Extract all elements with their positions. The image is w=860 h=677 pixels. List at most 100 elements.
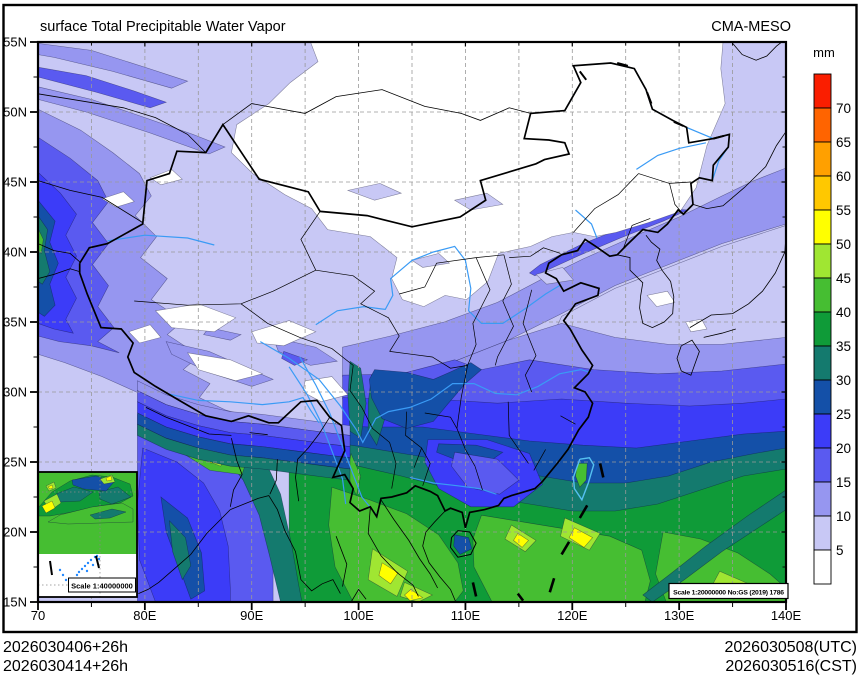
- tpw-contour-region: [101, 191, 135, 208]
- colorbar-swatch: [813, 345, 832, 381]
- coastline: [676, 339, 700, 376]
- border-river-dash: [616, 62, 629, 67]
- lat-tick-label: 40N: [3, 245, 27, 260]
- tpw-contour-region: [535, 267, 574, 285]
- inset-island-dot: [85, 569, 89, 573]
- coastline: [731, 42, 782, 61]
- tpw-contour-region: [513, 533, 529, 548]
- province-border: [405, 411, 423, 468]
- country-border: [38, 268, 80, 279]
- china-border: [78, 62, 731, 529]
- nine-dash-segment: [548, 577, 556, 593]
- country-border: [222, 89, 531, 125]
- country-border: [38, 243, 80, 263]
- border-river-dash: [646, 92, 653, 104]
- nine-dash-segment: [578, 504, 589, 519]
- inset-contour-region: [47, 484, 54, 490]
- geo-features: [38, 42, 786, 602]
- colorbar-swatch: [813, 515, 832, 551]
- colorbar-swatch: [813, 73, 832, 109]
- province-border: [509, 247, 561, 258]
- province-border: [300, 211, 321, 271]
- river: [299, 356, 378, 516]
- nine-dash-segment: [516, 592, 525, 602]
- province-border: [474, 466, 483, 491]
- main-scale-label: Scale 1:20000000 No:GS (2019) 1786: [673, 590, 784, 597]
- tpw-contour-region: [149, 169, 183, 186]
- plot-title: surface Total Precipitable Water Vapor: [40, 19, 286, 35]
- colorbar: 70 65 60 55 50 45 40 35 30 25 20 15 10 5: [813, 73, 851, 585]
- inset-contour-region: [47, 502, 134, 525]
- colorbar-swatch: [813, 311, 832, 347]
- tpw-contour-region: [451, 451, 520, 495]
- coastline: [138, 509, 231, 594]
- tpw-contour-region: [231, 42, 726, 307]
- colorbar-tick-label: 70: [836, 101, 851, 116]
- nine-dash-segment: [598, 463, 605, 478]
- province-border: [389, 351, 468, 369]
- colorbar-swatch: [813, 413, 832, 449]
- inset-map-south-china-sea: [37, 471, 138, 598]
- province-border: [623, 218, 651, 248]
- inset-island-dot: [89, 558, 93, 562]
- colorbar-swatch: [813, 277, 832, 313]
- lat-tick-label: 20N: [3, 525, 27, 540]
- colorbar-tick-label: 50: [836, 237, 851, 252]
- border-river-dash: [713, 134, 725, 140]
- tpw-contour-region: [568, 527, 594, 548]
- province-border: [494, 254, 514, 366]
- lat-tick-label: 25N: [3, 455, 27, 470]
- lat-tick-label: 35N: [3, 315, 27, 330]
- coastline: [230, 495, 341, 594]
- lat-tick-label: 30N: [3, 385, 27, 400]
- colorbar-swatch: [813, 379, 832, 415]
- valid-time-utc: 2026030508(UTC): [724, 639, 857, 656]
- colorbar-swatch: [813, 107, 832, 143]
- coastline: [617, 234, 675, 329]
- border-river-dash: [579, 70, 587, 81]
- tpw-contour-region: [169, 520, 192, 581]
- tpw-contour-region: [453, 534, 473, 555]
- valid-time-cst: 2026030516(CST): [725, 658, 857, 675]
- inset-island-dot: [61, 573, 65, 577]
- tpw-contour-region: [369, 362, 482, 429]
- river: [166, 392, 320, 424]
- colorbar-tick-label: 20: [836, 441, 851, 456]
- inset-island-dot: [80, 567, 84, 571]
- tpw-contour-region: [575, 463, 588, 488]
- country-border: [249, 432, 268, 436]
- inset-contour-region: [105, 475, 113, 482]
- river: [259, 341, 591, 444]
- lon-tick-label: 80E: [133, 608, 156, 623]
- colorbar-swatch: [813, 141, 832, 177]
- lon-tick-label: 90E: [240, 608, 263, 623]
- colorbar-tick-label: 15: [836, 475, 851, 490]
- province-border: [399, 254, 504, 295]
- init-time-cst: 2026030414+26h: [3, 658, 128, 675]
- axis-ticks-labels: 70 80E 90E 100E 110E 120E 130E 140E 55N 50N 45N 40N…: [3, 35, 801, 624]
- inset-island-dot: [75, 573, 79, 577]
- tpw-contour-region: [346, 183, 403, 201]
- tpw-contour-region: [411, 253, 451, 268]
- colorbar-tick-label: 30: [836, 373, 851, 388]
- inset-island-dot: [83, 564, 87, 568]
- colorbar-swatch: [813, 243, 832, 279]
- grid-lines: [38, 42, 786, 602]
- province-border: [349, 390, 397, 489]
- colorbar-tick-label: 65: [836, 135, 851, 150]
- coastline: [689, 233, 786, 328]
- inset-island-dot: [64, 578, 68, 582]
- tpw-contour-region: [38, 86, 226, 155]
- colorbar-tick-label: 55: [836, 203, 851, 218]
- province-border: [560, 415, 576, 425]
- inset-island-dot: [58, 568, 62, 572]
- lon-tick-label: 100E: [343, 608, 374, 623]
- province-border: [421, 447, 431, 486]
- tpw-contour-region: [128, 324, 162, 344]
- tpw-contour-region: [378, 562, 399, 585]
- inset-dash-segment: [95, 555, 100, 569]
- inset-island-dot: [91, 563, 95, 567]
- lon-tick-label: 140E: [771, 608, 802, 623]
- nine-dash-segment: [471, 582, 478, 597]
- main-scale-box: [668, 582, 789, 600]
